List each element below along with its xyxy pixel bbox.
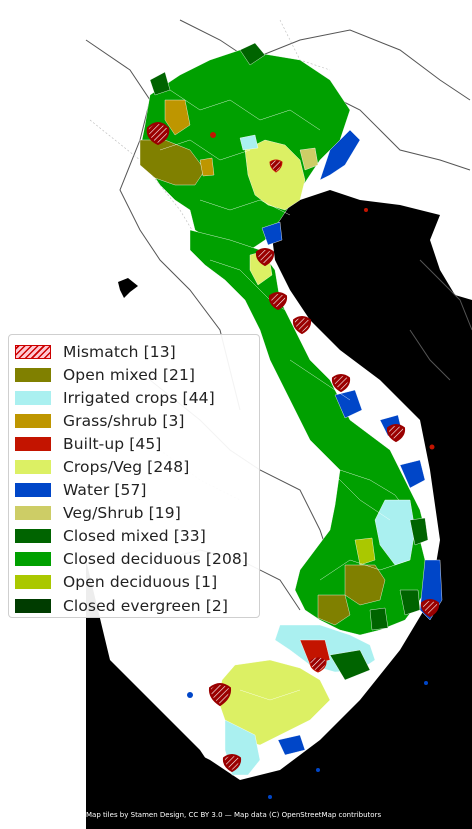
- legend-label: Veg/Shrub [19]: [63, 504, 181, 523]
- legend-item: Open mixed [21]: [15, 363, 253, 386]
- legend-swatch: [15, 390, 51, 405]
- mismatch-marker: [331, 374, 351, 393]
- legend-swatch: [15, 460, 51, 475]
- legend-label: Water [57]: [63, 481, 147, 500]
- legend-item: Crops/Veg [248]: [15, 455, 253, 478]
- legend-item: Grass/shrub [3]: [15, 409, 253, 432]
- legend-label: Grass/shrub [3]: [63, 411, 185, 430]
- legend-label: Mismatch [13]: [63, 342, 176, 361]
- map-attribution: Map tiles by Stamen Design, CC BY 3.0 — …: [86, 811, 382, 819]
- legend-label: Closed deciduous [208]: [63, 550, 249, 569]
- legend-label: Closed evergreen [2]: [63, 596, 228, 615]
- legend-swatch: [15, 344, 51, 359]
- mismatch-marker: [292, 316, 312, 335]
- mismatch-marker: [420, 599, 440, 618]
- mismatch-marker: [222, 754, 242, 773]
- legend-swatch: [15, 529, 51, 544]
- vietnam-land-cover: [139, 42, 443, 776]
- province-boundaries: [159, 89, 411, 701]
- mismatch-marker: [208, 683, 232, 707]
- legend-item: Water [57]: [15, 479, 253, 502]
- mismatch-marker: [255, 248, 275, 267]
- legend-swatch: [15, 506, 51, 521]
- legend-label: Irrigated crops [44]: [63, 388, 215, 407]
- mismatch-marker: [309, 656, 327, 673]
- legend-item: Closed deciduous [208]: [15, 548, 253, 571]
- legend-swatch: [15, 483, 51, 498]
- legend-item: Closed evergreen [2]: [15, 594, 253, 617]
- legend-label: Built-up [45]: [63, 434, 162, 453]
- legend-swatch: [15, 575, 51, 590]
- legend-swatch: [15, 413, 51, 428]
- mismatch-marker: [269, 159, 283, 173]
- mismatch-marker: [268, 292, 288, 311]
- legend-item: Mismatch [13]: [15, 340, 253, 363]
- legend-swatch: [15, 552, 51, 567]
- mismatch-marker: [386, 424, 406, 443]
- legend-label: Closed mixed [33]: [63, 527, 206, 546]
- legend-swatch: [15, 598, 51, 613]
- legend-item: Open deciduous [1]: [15, 571, 253, 594]
- lake: [118, 278, 138, 298]
- legend-swatch: [15, 436, 51, 451]
- mismatch-markers[interactable]: [146, 122, 440, 773]
- built-up-dots: [210, 132, 435, 450]
- legend-label: Crops/Veg [248]: [63, 458, 190, 477]
- country-boundaries: [85, 19, 472, 611]
- legend-item: Built-up [45]: [15, 432, 253, 455]
- legend-item: Irrigated crops [44]: [15, 386, 253, 409]
- legend-item: Veg/Shrub [19]: [15, 502, 253, 525]
- mismatch-marker: [146, 122, 170, 146]
- map-legend: Mismatch [13] Open mixed [21] Irrigated cr…: [8, 334, 260, 618]
- legend-label: Open mixed [21]: [63, 365, 196, 384]
- islands: [187, 681, 428, 799]
- legend-item: Closed mixed [33]: [15, 525, 253, 548]
- legend-swatch: [15, 367, 51, 382]
- legend-label: Open deciduous [1]: [63, 573, 218, 592]
